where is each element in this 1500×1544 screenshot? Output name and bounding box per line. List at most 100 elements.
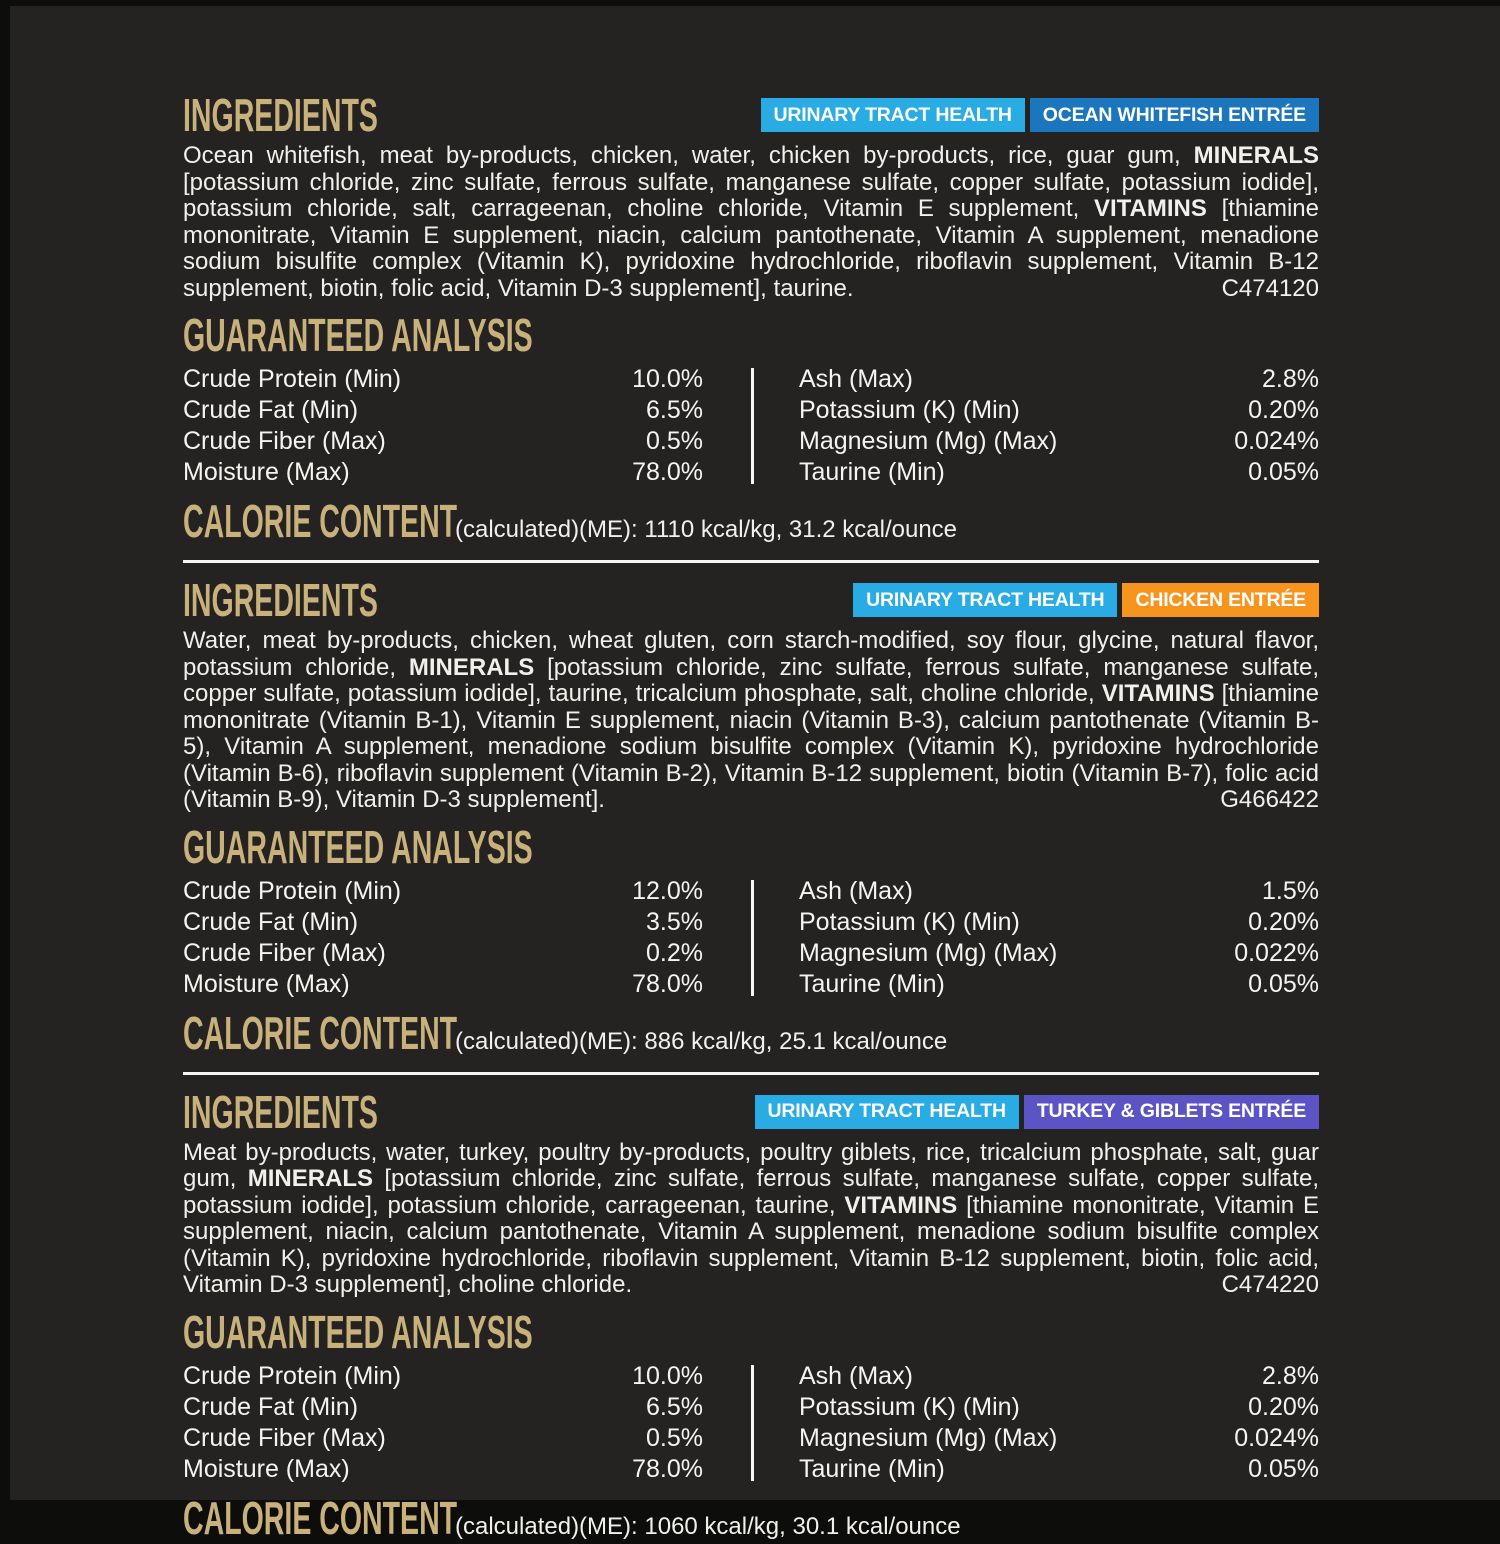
analysis-value: 2.8%	[1262, 1361, 1319, 1392]
badge-group: URINARY TRACT HEALTH TURKEY & GIBLETS EN…	[755, 1095, 1319, 1129]
analysis-row: Crude Fat (Min) 6.5%	[183, 1392, 703, 1423]
analysis-row: Potassium (K) (Min) 0.20%	[799, 1392, 1319, 1423]
analysis-left-column: Crude Protein (Min) 10.0% Crude Fat (Min…	[183, 1361, 703, 1485]
analysis-left-column: Crude Protein (Min) 10.0% Crude Fat (Min…	[183, 364, 703, 488]
vitamins-label: VITAMINS	[1094, 195, 1207, 222]
calorie-content-text: (calculated)(ME): 1060 kcal/kg, 30.1 kca…	[455, 1513, 961, 1541]
analysis-label: Taurine (Min)	[799, 457, 945, 488]
ingredients-heading: INGREDIENTS	[183, 580, 497, 620]
analysis-value: 1.5%	[1262, 876, 1319, 907]
ingredients-heading-text: INGREDIENTS	[183, 95, 378, 135]
analysis-label: Ash (Max)	[799, 876, 913, 907]
analysis-value: 3.5%	[646, 907, 703, 938]
analysis-value: 0.2%	[646, 938, 703, 969]
ingredients-paragraph: Water, meat by-products, chicken, wheat …	[183, 628, 1319, 814]
urinary-tract-health-badge: URINARY TRACT HEALTH	[761, 98, 1025, 132]
badge-label: URINARY TRACT HEALTH	[866, 589, 1104, 612]
analysis-table: Crude Protein (Min) 10.0% Crude Fat (Min…	[183, 1361, 1319, 1485]
analysis-value: 0.5%	[646, 1423, 703, 1454]
badge-group: URINARY TRACT HEALTH CHICKEN ENTRÉE	[853, 583, 1319, 617]
badge-group: URINARY TRACT HEALTH OCEAN WHITEFISH ENT…	[761, 98, 1320, 132]
analysis-row: Ash (Max) 2.8%	[799, 364, 1319, 395]
analysis-right-column: Ash (Max) 2.8% Potassium (K) (Min) 0.20%…	[799, 1361, 1319, 1485]
guaranteed-analysis-heading-text: GUARANTEED ANALYSIS	[183, 1312, 533, 1352]
analysis-row: Moisture (Max) 78.0%	[183, 1454, 703, 1485]
minerals-label: MINERALS	[1194, 142, 1319, 169]
analysis-row: Moisture (Max) 78.0%	[183, 457, 703, 488]
analysis-label: Crude Fat (Min)	[183, 1392, 358, 1423]
ingredients-paragraph: Ocean whitefish, meat by-products, chick…	[183, 143, 1319, 302]
analysis-label: Crude Fiber (Max)	[183, 938, 386, 969]
calorie-content-row: CALORIE CONTENT (calculated)(ME): 1110 k…	[183, 501, 1319, 544]
analysis-row: Crude Protein (Min) 12.0%	[183, 876, 703, 907]
analysis-row: Moisture (Max) 78.0%	[183, 969, 703, 1000]
badge-label: OCEAN WHITEFISH ENTRÉE	[1043, 104, 1306, 127]
analysis-row: Magnesium (Mg) (Max) 0.024%	[799, 426, 1319, 457]
ingredients-heading: INGREDIENTS	[183, 1092, 497, 1132]
label-content: INGREDIENTS URINARY TRACT HEALTH OCEAN W…	[183, 94, 1319, 1541]
calorie-content-heading-text: CALORIE CONTENT	[183, 1013, 457, 1053]
analysis-row: Crude Protein (Min) 10.0%	[183, 364, 703, 395]
calorie-content-heading-text: CALORIE CONTENT	[183, 501, 457, 541]
analysis-divider	[703, 364, 799, 488]
analysis-label: Ash (Max)	[799, 364, 913, 395]
product-section: INGREDIENTS URINARY TRACT HEALTH CHICKEN…	[183, 560, 1319, 1056]
analysis-row: Crude Fiber (Max) 0.2%	[183, 938, 703, 969]
urinary-tract-health-badge: URINARY TRACT HEALTH	[755, 1095, 1019, 1129]
ingredients-heading-text: INGREDIENTS	[183, 1092, 378, 1132]
analysis-value: 0.05%	[1248, 457, 1319, 488]
analysis-label: Taurine (Min)	[799, 969, 945, 1000]
badge-label: TURKEY & GIBLETS ENTRÉE	[1037, 1100, 1306, 1123]
analysis-label: Crude Fat (Min)	[183, 907, 358, 938]
badge-label: URINARY TRACT HEALTH	[768, 1100, 1006, 1123]
analysis-row: Crude Fiber (Max) 0.5%	[183, 426, 703, 457]
vitamins-label: VITAMINS	[844, 1192, 957, 1219]
ingredients-text-pre: Ocean whitefish, meat by-products, chick…	[183, 142, 1194, 169]
analysis-value: 0.024%	[1234, 1423, 1319, 1454]
analysis-left-column: Crude Protein (Min) 12.0% Crude Fat (Min…	[183, 876, 703, 1000]
analysis-label: Crude Protein (Min)	[183, 876, 401, 907]
minerals-label: MINERALS	[409, 654, 534, 681]
formula-code: G466422	[1220, 787, 1319, 814]
analysis-value: 0.05%	[1248, 1454, 1319, 1485]
analysis-label: Potassium (K) (Min)	[799, 1392, 1020, 1423]
analysis-row: Crude Fat (Min) 3.5%	[183, 907, 703, 938]
analysis-row: Taurine (Min) 0.05%	[799, 1454, 1319, 1485]
analysis-row: Magnesium (Mg) (Max) 0.024%	[799, 1423, 1319, 1454]
analysis-value: 0.20%	[1248, 395, 1319, 426]
analysis-value: 0.024%	[1234, 426, 1319, 457]
analysis-label: Crude Protein (Min)	[183, 1361, 401, 1392]
calorie-content-text: (calculated)(ME): 886 kcal/kg, 25.1 kcal…	[455, 1028, 947, 1056]
analysis-row: Ash (Max) 1.5%	[799, 876, 1319, 907]
analysis-value: 12.0%	[632, 876, 703, 907]
analysis-row: Taurine (Min) 0.05%	[799, 969, 1319, 1000]
analysis-label: Potassium (K) (Min)	[799, 395, 1020, 426]
section-header-row: INGREDIENTS URINARY TRACT HEALTH OCEAN W…	[183, 94, 1319, 136]
urinary-tract-health-badge: URINARY TRACT HEALTH	[853, 583, 1117, 617]
calorie-content-row: CALORIE CONTENT (calculated)(ME): 886 kc…	[183, 1013, 1319, 1056]
analysis-label: Magnesium (Mg) (Max)	[799, 938, 1057, 969]
minerals-label: MINERALS	[248, 1165, 373, 1192]
analysis-row: Crude Fiber (Max) 0.5%	[183, 1423, 703, 1454]
analysis-value: 0.022%	[1234, 938, 1319, 969]
analysis-label: Crude Fiber (Max)	[183, 1423, 386, 1454]
analysis-value: 6.5%	[646, 395, 703, 426]
ingredients-heading: INGREDIENTS	[183, 95, 497, 135]
guaranteed-analysis-heading-text: GUARANTEED ANALYSIS	[183, 315, 533, 355]
analysis-row: Potassium (K) (Min) 0.20%	[799, 907, 1319, 938]
analysis-row: Crude Fat (Min) 6.5%	[183, 395, 703, 426]
vitamins-label: VITAMINS	[1102, 680, 1215, 707]
analysis-right-column: Ash (Max) 1.5% Potassium (K) (Min) 0.20%…	[799, 876, 1319, 1000]
section-header-row: INGREDIENTS URINARY TRACT HEALTH CHICKEN…	[183, 579, 1319, 621]
analysis-value: 0.05%	[1248, 969, 1319, 1000]
analysis-row: Taurine (Min) 0.05%	[799, 457, 1319, 488]
entree-badge: CHICKEN ENTRÉE	[1122, 583, 1319, 617]
formula-code: C474220	[1222, 1272, 1319, 1299]
badge-label: CHICKEN ENTRÉE	[1135, 589, 1306, 612]
analysis-table: Crude Protein (Min) 12.0% Crude Fat (Min…	[183, 876, 1319, 1000]
section-header-row: INGREDIENTS URINARY TRACT HEALTH TURKEY …	[183, 1091, 1319, 1133]
analysis-row: Ash (Max) 2.8%	[799, 1361, 1319, 1392]
analysis-divider	[703, 876, 799, 1000]
calorie-content-heading: CALORIE CONTENT	[183, 1498, 435, 1538]
guaranteed-analysis-heading: GUARANTEED ANALYSIS	[183, 827, 1319, 867]
